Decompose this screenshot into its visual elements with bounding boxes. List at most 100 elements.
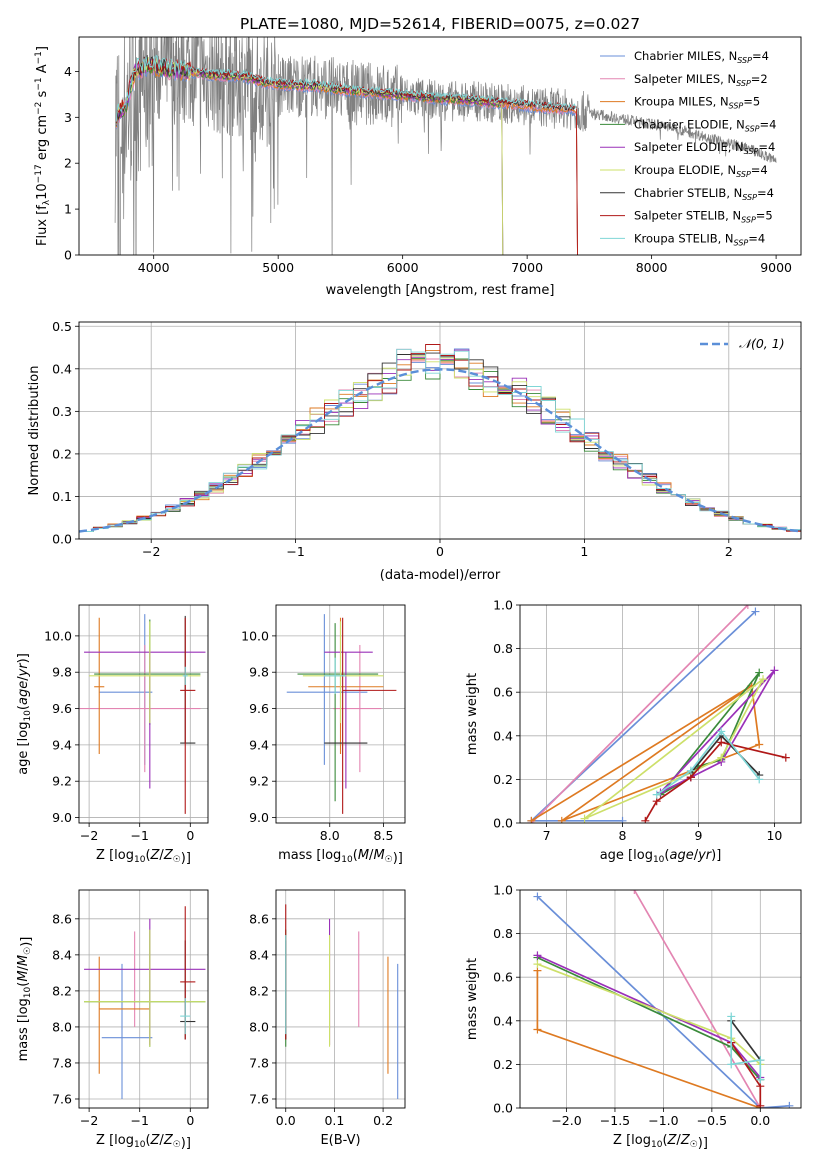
y-axis-label: age [log10(age/yr)] bbox=[16, 653, 33, 775]
y-axis-label: Flux [fλ10−17 erg cm−2 s−1 A−1] bbox=[34, 46, 52, 246]
x-tick-label: −1 bbox=[130, 1113, 148, 1128]
plot-area bbox=[286, 614, 397, 814]
marker-kroupa-miles bbox=[755, 740, 764, 749]
panel-age-vs-mass: 8.0 8.5 9.0 9.2 9.4 9.6 9.8 10.0 mass [log10(M/M… bbox=[241, 604, 406, 866]
x-axis-label: Z [log10(Z/Z☉)] bbox=[96, 848, 191, 866]
y-tick-label: 4 bbox=[64, 64, 72, 79]
model-spectrum-kroupa-stelib bbox=[115, 54, 577, 122]
y-tick-label: 0 bbox=[64, 248, 72, 263]
grid bbox=[276, 605, 405, 823]
marker-kroupa-elodie bbox=[580, 814, 589, 823]
x-axis-label: age [log10(age/yr)] bbox=[600, 848, 722, 865]
y-tick-label: 8.4 bbox=[249, 947, 269, 962]
weight-line-kroupa-stelib bbox=[656, 730, 760, 796]
y-tick-label: 9.8 bbox=[249, 665, 269, 680]
plot-area bbox=[84, 906, 206, 1099]
x-axis-label: Z [log10(Z/Z☉)] bbox=[96, 1133, 191, 1151]
legend-label-kroupa-miles: Kroupa MILES, NSSP=5 bbox=[634, 95, 760, 111]
x-tick-label: −1.0 bbox=[648, 1113, 678, 1128]
y-tick-label: 0.6 bbox=[493, 685, 513, 700]
observed-spectrum bbox=[114, 37, 777, 255]
figure-title: PLATE=1080, MJD=52614, FIBERID=0075, z=0… bbox=[240, 15, 640, 33]
y-tick-label: 7.6 bbox=[52, 1091, 72, 1106]
weight-line-salpeter-miles bbox=[633, 890, 762, 1108]
axes: −2 −1 0 9.0 9.2 9.4 9.6 9.8 10.0 Z [log10(Z/Z☉)] a… bbox=[16, 604, 209, 866]
x-tick-label: 0.0 bbox=[276, 1113, 296, 1128]
x-tick-label: −1.5 bbox=[600, 1113, 630, 1128]
weight-line-salpeter-miles bbox=[530, 605, 749, 823]
x-tick-label: −2 bbox=[80, 828, 98, 843]
axes: 7 8 9 10 0.0 0.2 0.4 0.6 0.8 1.0 age [log10(age/yr… bbox=[465, 598, 802, 865]
marker-salpeter-miles bbox=[630, 890, 639, 894]
x-tick-label: 7 bbox=[543, 828, 551, 843]
panel-weight-vs-Z: −2.0 −1.5 −1.0 −0.5 0.0 0.0 0.2 0.4 0.6 0.8 1.0 Z [… bbox=[465, 883, 802, 1151]
grid bbox=[276, 890, 405, 1108]
weight-line-kroupa-stelib bbox=[730, 1016, 762, 1080]
normal-curve bbox=[79, 368, 801, 533]
marker-chabrier-miles bbox=[618, 816, 627, 823]
axes-frame bbox=[78, 321, 802, 540]
x-tick-label: 8.5 bbox=[374, 828, 394, 843]
plot-area bbox=[285, 904, 399, 1099]
legend-label-chabrier-elodie: Chabrier ELODIE, NSSP=4 bbox=[634, 117, 776, 133]
y-tick-label: 1 bbox=[64, 202, 72, 217]
marker-chabrier-elodie bbox=[755, 668, 764, 677]
x-tick-label: 0.0 bbox=[750, 1113, 770, 1128]
marker-salpeter-elodie bbox=[533, 951, 542, 960]
marker-salpeter-stelib bbox=[756, 1101, 765, 1108]
x-tick-label: 0 bbox=[186, 1113, 194, 1128]
marker-kroupa-stelib bbox=[686, 766, 695, 775]
marker-salpeter-stelib bbox=[717, 738, 726, 747]
y-axis-label: mass weight bbox=[465, 673, 480, 755]
axes-frame bbox=[519, 604, 802, 824]
y-tick-label: 8.4 bbox=[52, 947, 72, 962]
panel-weight-vs-age: 7 8 9 10 0.0 0.2 0.4 0.6 0.8 1.0 age [log10(age/yr… bbox=[465, 598, 802, 865]
marker-kroupa-miles bbox=[533, 1025, 542, 1034]
y-tick-label: 2 bbox=[64, 156, 72, 171]
legend-label-salpeter-stelib: Salpeter STELIB, NSSP=5 bbox=[634, 209, 773, 225]
weight-line-chabrier-stelib bbox=[730, 1020, 761, 1061]
plot-area bbox=[114, 37, 777, 255]
legend-label-salpeter-miles: Salpeter MILES, NSSP=2 bbox=[634, 72, 768, 88]
y-tick-label: 9.4 bbox=[52, 737, 72, 752]
y-tick-label: 0.2 bbox=[493, 772, 513, 787]
marker-kroupa-stelib bbox=[755, 775, 764, 784]
y-tick-label: 0.6 bbox=[493, 970, 513, 985]
panel-mass-vs-Z: −2 −1 0 7.6 7.8 8.0 8.2 8.4 8.6 Z [log10(Z/Z☉)] ma… bbox=[16, 889, 209, 1151]
y-tick-label: 0.4 bbox=[52, 361, 72, 376]
x-tick-label: 2 bbox=[725, 544, 733, 559]
y-tick-label: 0.0 bbox=[52, 532, 72, 547]
y-tick-label: 7.6 bbox=[249, 1091, 269, 1106]
panels: 4000 5000 6000 7000 8000 900001234wavelength … bbox=[16, 36, 802, 1151]
legend: Chabrier MILES, NSSP=4 Salpeter MILES, NS… bbox=[600, 49, 776, 247]
y-tick-label: 9.4 bbox=[249, 737, 269, 752]
y-tick-label: 0.8 bbox=[493, 641, 513, 656]
axes-frame bbox=[275, 889, 406, 1109]
axes: −2 −1 0 1 2 0.0 0.1 0.2 0.3 0.4 0.5 (data-model)/er… bbox=[27, 319, 802, 583]
panel-age-vs-Z: −2 −1 0 9.0 9.2 9.4 9.6 9.8 10.0 Z [log10(Z/Z☉)] a… bbox=[16, 604, 209, 866]
x-tick-label: 5000 bbox=[262, 260, 294, 275]
y-tick-label: 8.0 bbox=[52, 1019, 72, 1034]
x-tick-label: 8 bbox=[619, 828, 627, 843]
y-tick-label: 0.2 bbox=[52, 446, 72, 461]
marker-salpeter-miles bbox=[743, 605, 752, 609]
marker-salpeter-stelib bbox=[781, 753, 790, 762]
x-tick-label: 10 bbox=[766, 828, 782, 843]
axes-frame bbox=[78, 604, 209, 824]
x-tick-label: 7000 bbox=[511, 260, 543, 275]
errorbar-kroupa-miles bbox=[94, 617, 105, 754]
marker-kroupa-stelib bbox=[756, 1075, 765, 1084]
errorbar-kroupa-miles bbox=[98, 956, 150, 1074]
y-tick-label: 9.2 bbox=[249, 774, 269, 789]
x-tick-label: 0.2 bbox=[373, 1113, 393, 1128]
x-axis-label: E(B-V) bbox=[320, 1133, 360, 1148]
y-tick-label: 8.2 bbox=[249, 983, 269, 998]
y-tick-label: 0.2 bbox=[493, 1057, 513, 1072]
x-tick-label: −0.5 bbox=[697, 1113, 727, 1128]
marker-chabrier-miles bbox=[533, 892, 542, 901]
model-spectrum-chabrier-stelib bbox=[115, 54, 577, 124]
y-tick-label: 0.5 bbox=[52, 319, 72, 334]
y-tick-label: 9.0 bbox=[52, 810, 72, 825]
x-axis-label: Z [log10(Z/Z☉)] bbox=[613, 1133, 708, 1151]
x-tick-label: 8.0 bbox=[320, 828, 340, 843]
